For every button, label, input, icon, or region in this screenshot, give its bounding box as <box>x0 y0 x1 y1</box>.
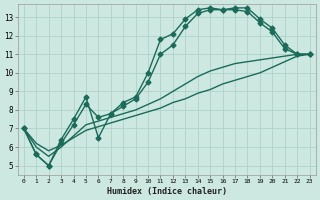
X-axis label: Humidex (Indice chaleur): Humidex (Indice chaleur) <box>107 187 227 196</box>
